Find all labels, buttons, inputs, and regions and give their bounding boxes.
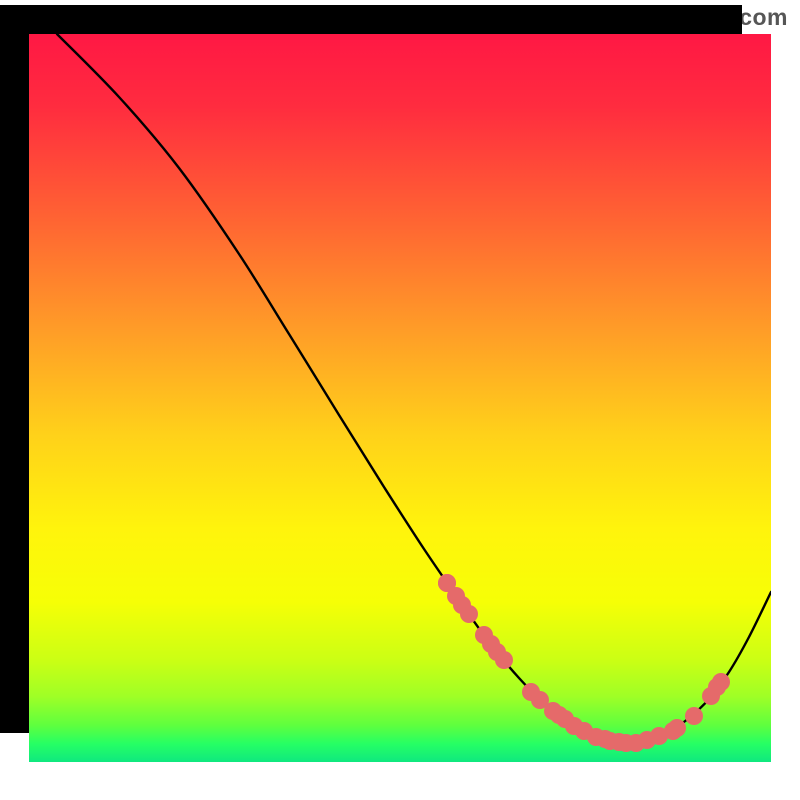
bottleneck-curve <box>57 34 771 743</box>
data-marker <box>668 719 686 737</box>
data-marker <box>460 605 478 623</box>
plot-area <box>29 34 771 762</box>
data-marker <box>712 673 730 691</box>
data-marker <box>495 651 513 669</box>
chart-canvas: TheBottlenecker.com <box>0 0 800 800</box>
data-marker <box>685 707 703 725</box>
marker-group <box>438 574 730 752</box>
plot-svg <box>29 34 771 762</box>
